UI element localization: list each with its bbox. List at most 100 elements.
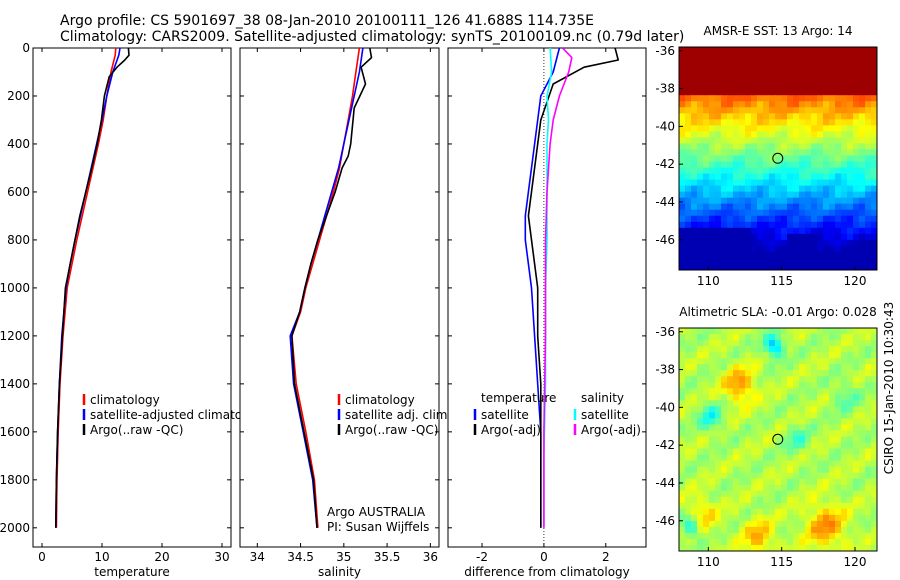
sst_map-cell: [781, 113, 788, 120]
sst_map-cell: [787, 71, 794, 78]
sla_map-cell: [835, 424, 842, 432]
sla_map-cell: [763, 370, 770, 377]
sst_map-cell: [799, 149, 806, 157]
sst_map-cell: [829, 239, 836, 247]
sst_map-cell: [841, 239, 848, 247]
sst_map-cell: [751, 137, 758, 145]
sst_map-cell: [703, 257, 710, 265]
sla_map-cell: [871, 418, 877, 426]
sla_map-cell: [679, 418, 686, 426]
sla_map-cell: [703, 508, 710, 516]
sla_map-cell: [751, 346, 758, 353]
sla_map-cell: [865, 478, 872, 486]
sla_map-cell: [805, 388, 812, 395]
sla_map-cell: [847, 334, 854, 341]
sst_map-cell: [685, 221, 692, 229]
sla_map-cell: [781, 490, 788, 498]
sst_map-cell: [769, 173, 776, 181]
sla_map-cell: [703, 430, 710, 438]
sla_map-cell: [865, 364, 872, 371]
sst_map-cell: [823, 119, 830, 126]
sst_map-cell: [769, 245, 776, 253]
sst_map-cell: [793, 161, 800, 169]
sst_map-cell: [871, 161, 877, 169]
sst_map-cell: [841, 203, 848, 211]
sla_map-cell: [841, 514, 848, 522]
sst_map-cell: [847, 107, 854, 114]
sst_map-cell: [775, 155, 782, 163]
sst_map-cell: [799, 113, 806, 120]
sst_map-cell: [751, 131, 758, 139]
sla_map-cell: [847, 490, 854, 498]
sla_map-cell: [769, 484, 776, 492]
sla_map-cell: [739, 436, 746, 444]
sla_map-cell: [733, 346, 740, 353]
sla_map-cell: [823, 448, 830, 456]
sst_map-cell: [769, 239, 776, 247]
sst_map-cell: [841, 161, 848, 169]
sst_map-cell: [697, 251, 704, 259]
sla_map-cell: [787, 532, 794, 540]
sla_map-cell: [721, 370, 728, 377]
sla_map-cell: [703, 346, 710, 353]
sst_map-cell: [763, 47, 770, 54]
sst_map-cell: [721, 131, 728, 139]
sst_map-cell: [841, 209, 848, 217]
sst_map-cell: [859, 221, 866, 229]
sst_map-cell: [823, 215, 830, 223]
sst_map-cell: [727, 191, 734, 199]
sla_map-cell: [865, 388, 872, 395]
sst_map-cell: [823, 263, 830, 270]
sst_map-cell: [871, 263, 877, 270]
sst_map-cell: [745, 233, 752, 241]
sst_map-cell: [793, 113, 800, 120]
sst_map-cell: [841, 113, 848, 120]
sla_map-cell: [709, 502, 716, 510]
sla_map-cell: [865, 442, 872, 450]
sla_map-cell: [847, 358, 854, 365]
sla_map-cell: [823, 484, 830, 492]
sla_map-cell: [775, 514, 782, 522]
sst_map-cell: [745, 131, 752, 139]
sla_map-cell: [751, 532, 758, 540]
sla_map-cell: [757, 406, 764, 413]
sst_map-cell: [853, 143, 860, 151]
sst_map-cell: [799, 47, 806, 54]
sst_map-cell: [733, 47, 740, 54]
sst_map-cell: [721, 77, 728, 84]
sst_map-cell: [727, 71, 734, 78]
sst_map-cell: [727, 227, 734, 235]
sst_map-cell: [733, 185, 740, 193]
sla_map-cell: [799, 544, 806, 551]
sla_map-cell: [823, 370, 830, 377]
sst_map-cell: [715, 215, 722, 223]
profile-plots-layer: 0 10 20 30020040060080010001200140016001800…: [0, 41, 647, 579]
sst_map-cell: [721, 149, 728, 157]
sst_map-cell: [811, 149, 818, 157]
sla_map-cell: [697, 502, 704, 510]
sst_map-cell: [739, 257, 746, 265]
sst_map-cell: [775, 137, 782, 145]
sst_map-argo-location-marker: [772, 152, 784, 164]
sla_map-cell: [787, 514, 794, 522]
sst_map-cell: [865, 239, 872, 247]
sst_map-cell: [787, 179, 794, 187]
sla_map-cell: [871, 526, 877, 534]
sla_map-cell: [853, 502, 860, 510]
sla_map-cell: [757, 418, 764, 426]
sst_map-cell: [679, 143, 686, 151]
temperature-legend-item: satellite-adjusted climatolog: [90, 408, 260, 422]
sst_map-cell: [847, 245, 854, 253]
sla_map-cell: [679, 448, 686, 456]
sst_map-cell: [859, 173, 866, 181]
sla_map-cell: [811, 448, 818, 456]
sst_map-cell: [817, 239, 824, 247]
sla_map-cell: [775, 358, 782, 365]
sla_map-cell: [709, 472, 716, 480]
sla_map-cell: [733, 502, 740, 510]
sla_map-cell: [769, 394, 776, 401]
sst_map-cell: [751, 113, 758, 120]
sla_map-cell: [841, 394, 848, 401]
sla_map-cell: [691, 502, 698, 510]
sla_map-cell: [745, 478, 752, 486]
